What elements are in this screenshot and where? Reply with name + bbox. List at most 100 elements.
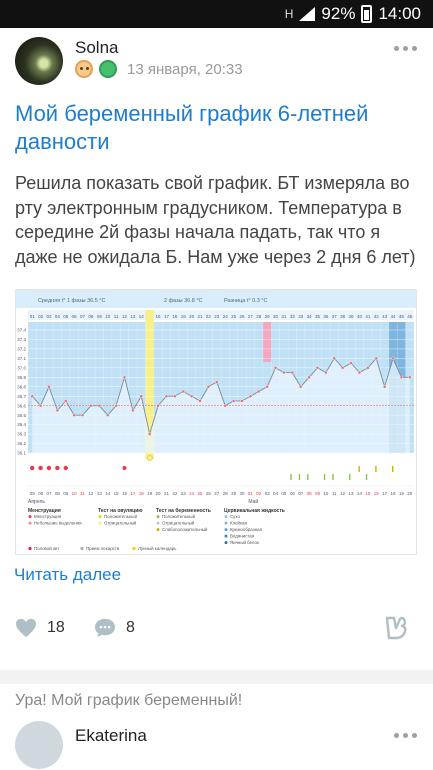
next-post-title[interactable]: Ура! Мой график беременный!: [15, 692, 243, 709]
comments-button[interactable]: 8: [94, 618, 135, 638]
more-icon[interactable]: [394, 46, 417, 51]
cycle-day-label: 46: [407, 314, 413, 319]
month-label: Апрель: [28, 499, 45, 505]
legend-swatch: [98, 521, 102, 525]
post-date: 13 января, 20:33: [127, 60, 243, 78]
date-label: 11: [80, 491, 85, 496]
cycle-day-label: 42: [374, 314, 380, 319]
post-title[interactable]: Мой беременный график 6-летней давности: [15, 101, 369, 154]
date-label: 17: [130, 491, 136, 496]
temperature-point: [299, 385, 303, 389]
pregnancy-test-mark: [307, 474, 309, 480]
date-label: 03: [265, 491, 271, 496]
temperature-point: [265, 385, 269, 389]
cycle-day-label: 43: [382, 314, 388, 319]
date-label: 16: [374, 491, 380, 496]
cycle-day-label: 36: [323, 314, 329, 319]
share-icon[interactable]: [385, 616, 407, 640]
legend-heading: Менструация: [28, 508, 61, 514]
ovulation-sun-icon: [146, 455, 153, 461]
next-post-author[interactable]: Ekaterina: [75, 726, 147, 745]
temperature-point: [391, 356, 395, 361]
date-label: 14: [357, 491, 363, 496]
date-label: 12: [340, 491, 346, 496]
clock: 14:00: [378, 4, 421, 23]
temperature-point: [173, 394, 177, 398]
chart-header-text: 2 фазы 36.8 °C: [164, 298, 203, 304]
date-label: 01: [248, 491, 254, 496]
temperature-point: [382, 385, 387, 389]
cycle-day-label: 29: [265, 314, 271, 319]
date-label: 11: [332, 491, 337, 496]
legend-item: Сухо: [230, 514, 241, 519]
date-label: 23: [181, 491, 187, 496]
cycle-day-row: [28, 310, 414, 320]
cycle-day-label: 35: [315, 314, 321, 319]
date-label: 10: [323, 491, 329, 496]
more-icon[interactable]: [394, 733, 417, 738]
temperature-point: [30, 394, 34, 398]
temperature-line: [31, 357, 410, 436]
legend-swatch: [224, 541, 228, 545]
temperature-point: [38, 403, 43, 408]
cycle-day-label: 02: [38, 314, 44, 319]
date-label: 28: [223, 491, 229, 496]
avatar[interactable]: [15, 37, 63, 85]
cycle-day-label: 03: [46, 314, 52, 319]
date-label: 09: [315, 491, 321, 496]
temperature-point: [324, 370, 328, 375]
cycle-day-label: 19: [181, 314, 187, 319]
bbt-chart-image[interactable]: Средняя t° 1 фазы 36.5 °C 2 фазы 36.8 °C Р…: [15, 289, 417, 555]
legend-swatch: [28, 521, 32, 525]
legend-item: Небольшие выделения: [34, 521, 82, 526]
y-tick-label: 36.6: [17, 403, 26, 408]
temperature-point: [248, 394, 253, 398]
menstruation-mark: [46, 465, 52, 471]
cycle-day-label: 40: [357, 314, 363, 319]
date-label: 29: [231, 491, 237, 496]
legend-swatch: [98, 515, 102, 519]
temperature-point: [374, 356, 378, 361]
menstruation-mark: [55, 465, 60, 471]
temperature-point: [282, 370, 286, 375]
temperature-point: [408, 375, 412, 380]
like-button[interactable]: 18: [15, 618, 65, 638]
heart-icon: [16, 618, 36, 638]
date-label: 30: [239, 491, 245, 496]
legend-item: Положительный: [162, 514, 196, 519]
y-tick-label: 36.8: [17, 384, 26, 389]
date-label: 08: [55, 491, 61, 496]
y-tick-label: 36.2: [17, 441, 26, 446]
date-label: 15: [114, 491, 120, 496]
read-more-link[interactable]: Читать далее: [14, 565, 122, 584]
menstruation-mark: [122, 466, 127, 470]
cycle-day-label: 25: [231, 314, 237, 319]
battery-icon: [361, 5, 373, 23]
cycle-day-label: 20: [189, 314, 195, 319]
author-name[interactable]: Solna: [75, 38, 119, 57]
date-label: 20: [407, 491, 413, 496]
date-label: 22: [172, 491, 178, 496]
temperature-point: [164, 394, 169, 398]
date-label: 12: [88, 491, 94, 496]
date-label: 20: [156, 491, 162, 496]
cycle-day-label: 17: [164, 314, 170, 319]
cycle-day-label: 24: [223, 314, 229, 319]
legend-item: Клейкая: [230, 521, 247, 526]
date-label: 09: [63, 491, 69, 496]
y-tick-label: 36.1: [17, 451, 26, 456]
cycle-day-label: 30: [273, 314, 279, 319]
legend-heading: Цервикальная жидкость: [224, 508, 285, 514]
date-label: 13: [97, 491, 103, 496]
cycle-day-label: 34: [307, 314, 313, 319]
date-label: 19: [399, 491, 405, 496]
cycle-day-label: 04: [55, 314, 61, 319]
cycle-day-label: 18: [172, 314, 178, 319]
temperature-point: [72, 413, 76, 417]
chart-header-text: Разница t° 0.3 °C: [224, 298, 267, 304]
cycle-day-label: 05: [63, 314, 69, 319]
temperature-point: [215, 380, 219, 384]
next-post-avatar[interactable]: [15, 721, 63, 769]
online-status-icon: [99, 60, 117, 78]
cycle-day-label: 01: [30, 314, 36, 319]
